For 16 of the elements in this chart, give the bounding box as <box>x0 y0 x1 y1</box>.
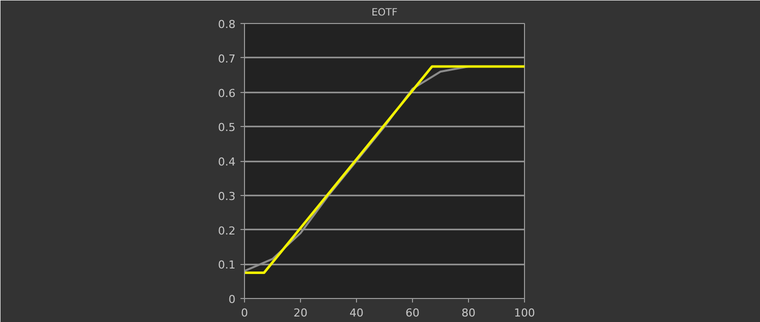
y-tick-label: 0.7 <box>218 52 236 66</box>
y-tick-label: 0.1 <box>218 258 236 272</box>
y-tick-label: 0.5 <box>218 121 236 134</box>
y-tick-label: 0.8 <box>218 18 236 31</box>
y-tick-label: 0.6 <box>218 86 236 100</box>
x-tick-label: 80 <box>462 306 476 320</box>
x-tick-label: 0 <box>241 306 248 320</box>
x-tick-label: 20 <box>294 306 308 320</box>
y-tick-label: 0.4 <box>218 156 236 168</box>
x-tick-label: 60 <box>406 306 420 320</box>
x-tick-label: 100 <box>514 306 535 320</box>
chart-title: EOTF <box>371 8 398 18</box>
x-tick-label: 40 <box>350 306 364 320</box>
y-tick-label: 0 <box>228 293 236 306</box>
y-tick-label: 0.2 <box>218 224 236 238</box>
y-tick-label: 0.3 <box>218 190 236 203</box>
